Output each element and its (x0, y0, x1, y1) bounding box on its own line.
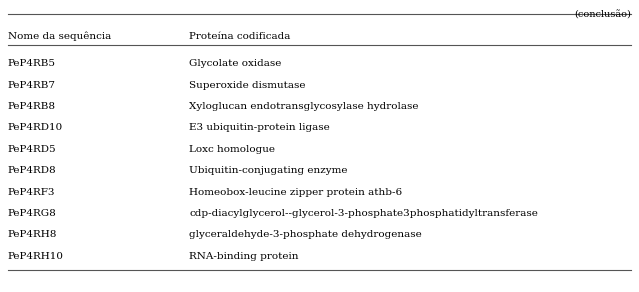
Text: PeP4RD5: PeP4RD5 (8, 145, 56, 154)
Text: E3 ubiquitin-protein ligase: E3 ubiquitin-protein ligase (189, 124, 330, 133)
Text: (conclusão): (conclusão) (574, 10, 631, 19)
Text: PeP4RH10: PeP4RH10 (8, 252, 64, 261)
Text: PeP4RD10: PeP4RD10 (8, 124, 63, 133)
Text: PeP4RG8: PeP4RG8 (8, 209, 56, 218)
Text: RNA-binding protein: RNA-binding protein (189, 252, 298, 261)
Text: PeP4RB5: PeP4RB5 (8, 59, 56, 68)
Text: Xyloglucan endotransglycosylase hydrolase: Xyloglucan endotransglycosylase hydrolas… (189, 102, 419, 111)
Text: Homeobox-leucine zipper protein athb-6: Homeobox-leucine zipper protein athb-6 (189, 188, 402, 197)
Text: Proteína codificada: Proteína codificada (189, 32, 291, 41)
Text: Glycolate oxidase: Glycolate oxidase (189, 59, 281, 68)
Text: Superoxide dismutase: Superoxide dismutase (189, 81, 305, 90)
Text: PeP4RB8: PeP4RB8 (8, 102, 56, 111)
Text: glyceraldehyde-3-phosphate dehydrogenase: glyceraldehyde-3-phosphate dehydrogenase (189, 230, 422, 239)
Text: PeP4RF3: PeP4RF3 (8, 188, 55, 197)
Text: PeP4RD8: PeP4RD8 (8, 166, 56, 175)
Text: Nome da sequência: Nome da sequência (8, 32, 111, 41)
Text: Loxc homologue: Loxc homologue (189, 145, 275, 154)
Text: PeP4RH8: PeP4RH8 (8, 230, 57, 239)
Text: PeP4RB7: PeP4RB7 (8, 81, 56, 90)
Text: Ubiquitin-conjugating enzyme: Ubiquitin-conjugating enzyme (189, 166, 348, 175)
Text: cdp-diacylglycerol--glycerol-3-phosphate3phosphatidyltransferase: cdp-diacylglycerol--glycerol-3-phosphate… (189, 209, 538, 218)
